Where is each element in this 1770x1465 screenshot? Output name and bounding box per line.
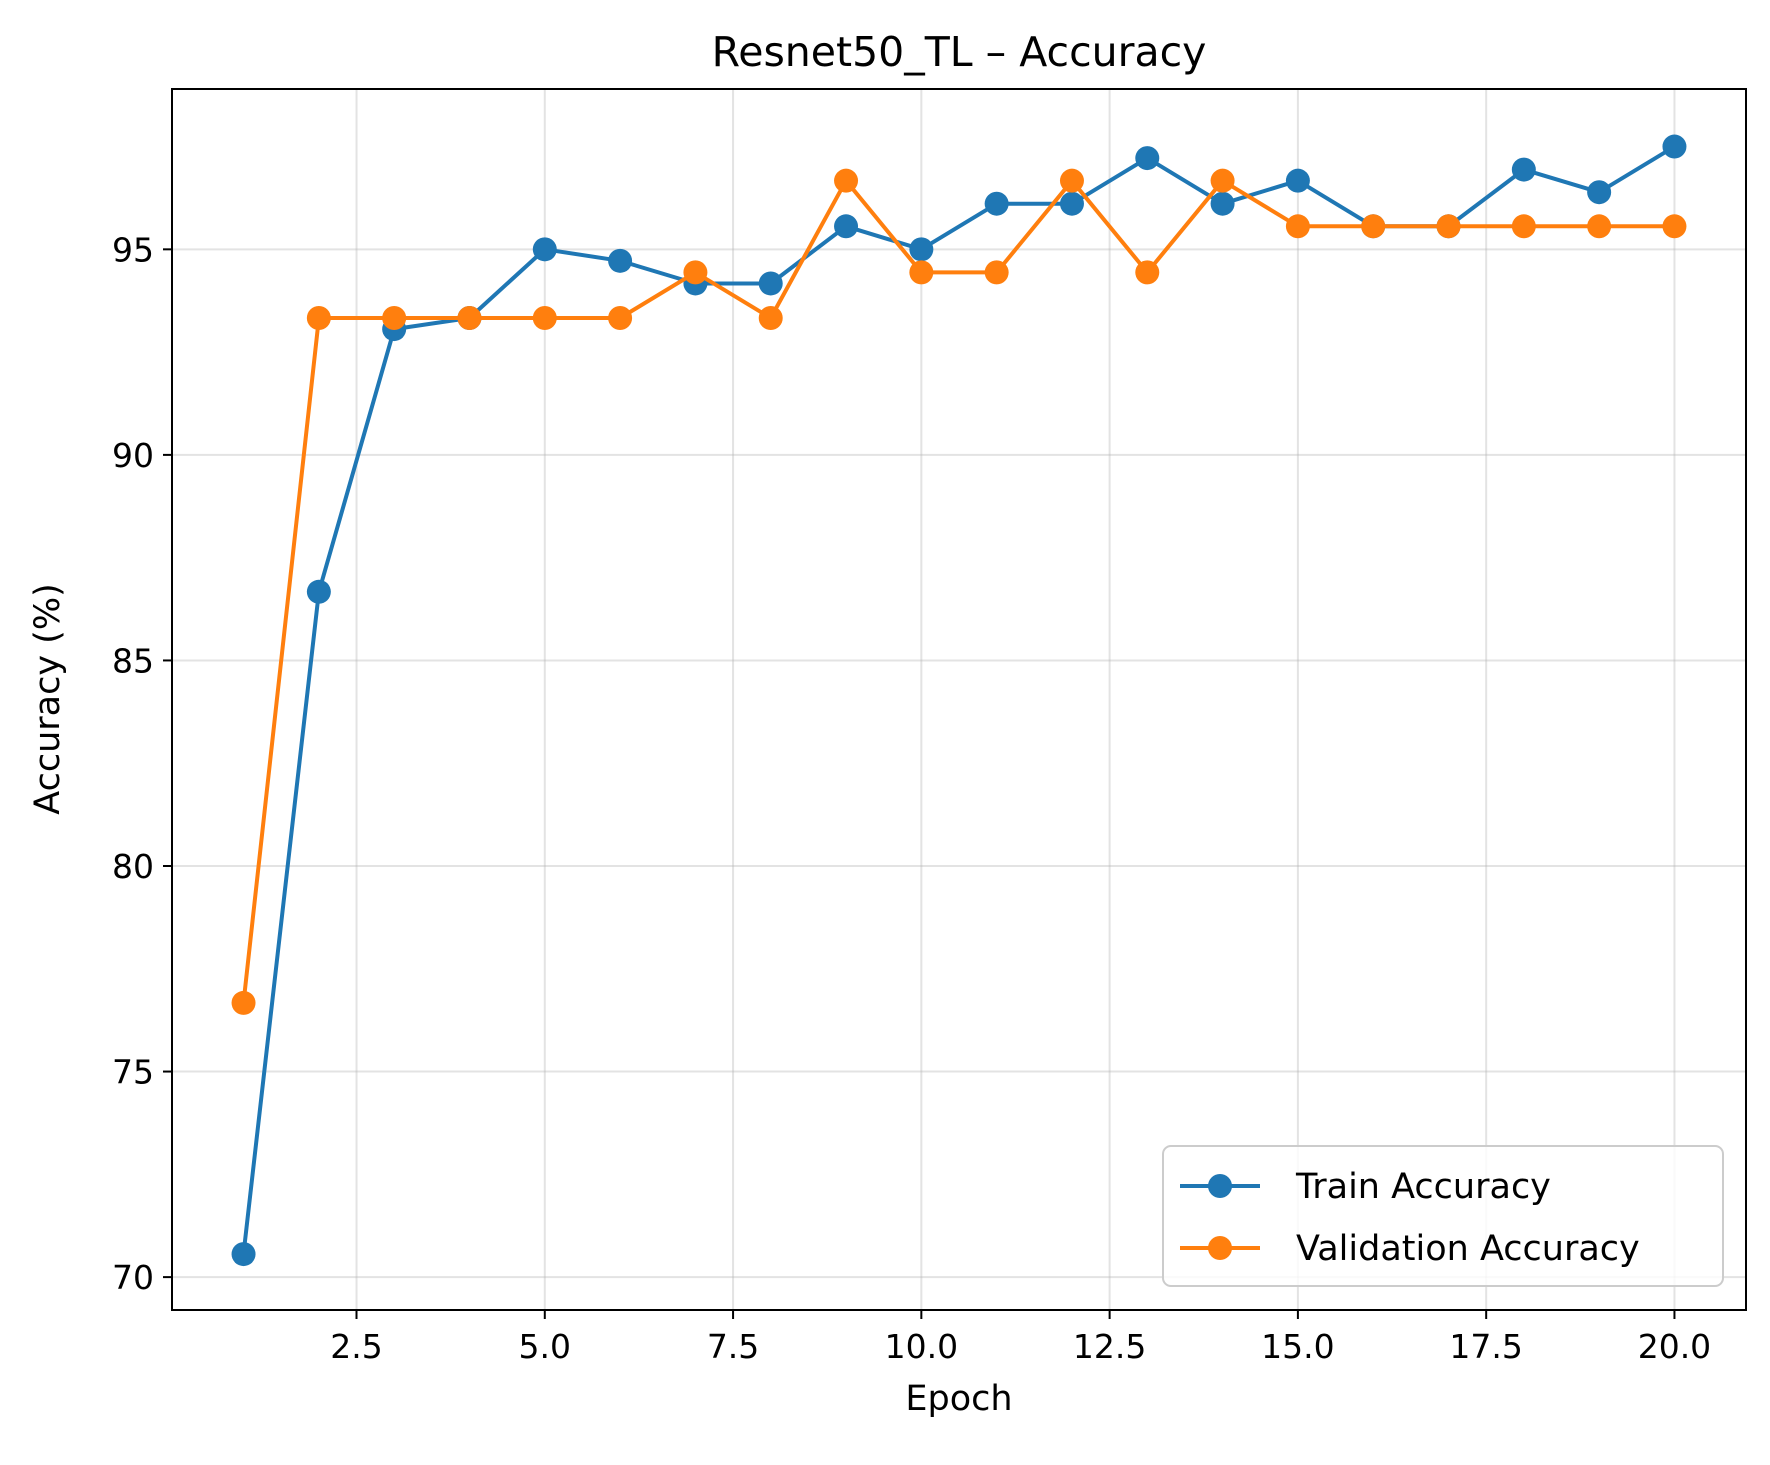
data-point-train — [231, 1242, 256, 1267]
data-point-validation — [984, 260, 1009, 285]
y-tick-label: 70 — [112, 1258, 154, 1297]
y-tick-label: 90 — [112, 436, 154, 475]
data-point-validation — [683, 260, 708, 285]
data-point-validation — [1436, 214, 1461, 239]
data-point-train — [1135, 146, 1160, 171]
data-point-validation — [1285, 214, 1310, 239]
data-point-train — [1059, 191, 1084, 216]
data-point-validation — [834, 168, 859, 193]
data-point-train — [1511, 157, 1536, 182]
y-axis-label: Accuracy (%) — [28, 583, 68, 814]
data-point-validation — [608, 305, 633, 330]
data-point-validation — [1361, 214, 1386, 239]
data-point-validation — [532, 305, 557, 330]
data-point-train — [834, 214, 859, 239]
data-point-validation — [758, 305, 783, 330]
legend-label-train: Train Accuracy — [1295, 1167, 1551, 1207]
x-tick-label: 20.0 — [1638, 1327, 1711, 1366]
x-axis-ticks: 2.5 5.0 7.5 10.0 12.5 15.0 17.5 20.0 — [330, 1310, 1711, 1366]
chart-title: Resnet50_TL – Accuracy — [712, 28, 1207, 76]
series-validation — [231, 168, 1687, 1015]
x-axis-label: Epoch — [905, 1379, 1012, 1419]
x-tick-label: 10.0 — [885, 1327, 958, 1366]
data-point-validation — [909, 260, 934, 285]
data-point-train — [1210, 191, 1235, 216]
data-point-validation — [382, 305, 407, 330]
legend-label-validation: Validation Accuracy — [1296, 1229, 1640, 1269]
x-tick-label: 15.0 — [1261, 1327, 1334, 1366]
x-tick-label: 7.5 — [707, 1327, 759, 1366]
series-layer — [231, 134, 1687, 1267]
x-tick-label: 12.5 — [1073, 1327, 1146, 1366]
y-tick-label: 95 — [112, 230, 154, 269]
data-point-validation — [1662, 214, 1687, 239]
data-point-train — [532, 237, 557, 262]
data-point-train — [306, 579, 331, 604]
y-tick-label: 75 — [112, 1053, 154, 1092]
data-point-validation — [1587, 214, 1612, 239]
data-point-train — [909, 237, 934, 262]
data-point-train — [608, 248, 633, 273]
data-point-train — [1587, 180, 1612, 205]
legend-marker-train — [1208, 1174, 1232, 1198]
series-line-validation — [241, 178, 1675, 1004]
data-point-validation — [1135, 260, 1160, 285]
y-axis-ticks: 70 75 80 85 90 95 — [112, 230, 172, 1297]
data-point-validation — [231, 990, 256, 1015]
data-point-validation — [1511, 214, 1536, 239]
data-point-train — [1662, 134, 1687, 159]
data-point-train — [758, 271, 783, 296]
data-point-validation — [457, 305, 482, 330]
data-point-validation — [1210, 168, 1235, 193]
legend-box — [1162, 1145, 1724, 1287]
data-point-train — [984, 191, 1009, 216]
data-point-train — [1285, 168, 1310, 193]
x-tick-label: 5.0 — [519, 1327, 571, 1366]
legend-marker-validation — [1208, 1236, 1232, 1260]
x-tick-label: 2.5 — [330, 1327, 382, 1366]
y-tick-label: 80 — [112, 847, 154, 886]
legend: Train Accuracy Validation Accuracy — [1162, 1145, 1724, 1287]
grid-lines — [172, 89, 1746, 1310]
y-tick-label: 85 — [112, 641, 154, 680]
data-point-validation — [1059, 168, 1084, 193]
x-tick-label: 17.5 — [1449, 1327, 1522, 1366]
plot-frame — [171, 88, 1747, 1311]
data-point-validation — [306, 305, 331, 330]
